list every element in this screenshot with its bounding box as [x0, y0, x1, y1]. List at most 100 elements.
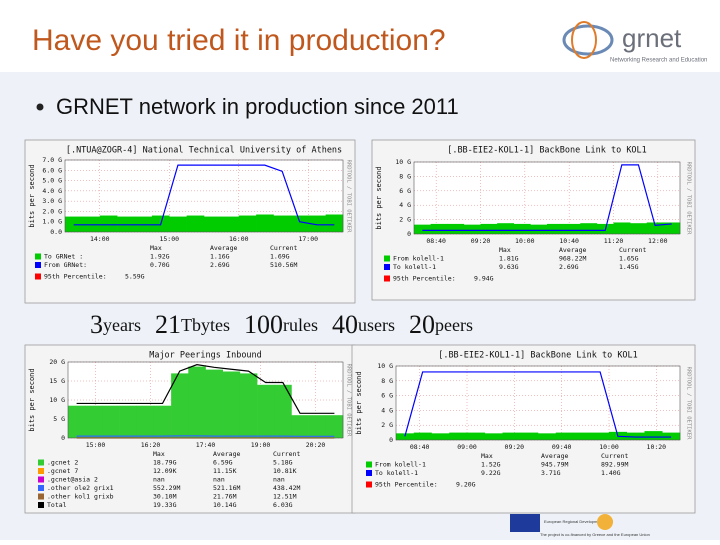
stat-number: 40: [332, 310, 358, 339]
legend-stat: 1.45G: [619, 263, 639, 271]
legend-stat: nan: [213, 476, 225, 484]
y-axis-label: bits per second: [375, 166, 383, 229]
area-segment: [564, 224, 581, 234]
legend-swatch: [366, 470, 372, 476]
area-segment: [154, 406, 171, 438]
percentile-value: 9.94G: [474, 275, 494, 283]
area-segment: [120, 406, 137, 438]
legend-swatch: [38, 477, 44, 483]
legend-stat: 2.69G: [210, 261, 230, 269]
x-tick-label: 17:40: [196, 441, 216, 449]
y-tick-label: 10 G: [377, 362, 393, 370]
area-segment: [256, 215, 274, 232]
legend-header: Max: [499, 246, 511, 254]
legend-swatch: [38, 460, 44, 466]
legend-name: Total: [47, 501, 67, 509]
y-tick-label: 4.0 G: [42, 187, 62, 195]
area-segment: [309, 415, 326, 438]
legend-stat: 892.99M: [601, 461, 628, 469]
area-segment: [497, 223, 514, 234]
legend-name: From kolell-1: [375, 461, 426, 469]
legend-swatch: [35, 274, 41, 280]
area-segment: [414, 225, 431, 234]
x-tick-label: 10:40: [559, 237, 579, 245]
area-segment: [481, 224, 498, 234]
area-segment: [556, 433, 574, 440]
area-segment: [204, 217, 222, 232]
legend-name: To kolell-1: [393, 263, 436, 271]
area-segment: [85, 406, 102, 438]
y-tick-label: 15 G: [49, 377, 65, 385]
legend-stat: 552.29M: [153, 484, 180, 492]
x-tick-label: 09:20: [505, 443, 525, 451]
y-tick-label: 0: [61, 434, 65, 442]
legend-swatch: [366, 462, 372, 468]
legend-swatch: [38, 468, 44, 474]
stat-unit: rules: [283, 315, 318, 335]
legend-stat: 510.56M: [270, 261, 297, 269]
stat-number: 20: [409, 310, 435, 339]
area-segment: [530, 225, 547, 234]
stat-unit: users: [358, 315, 395, 335]
y-tick-label: 6 G: [399, 187, 411, 195]
area-segment: [467, 433, 485, 440]
y-tick-label: 2 G: [381, 421, 393, 429]
area-segment: [591, 433, 609, 440]
legend-stat: 1.52G: [481, 461, 501, 469]
area-segment: [188, 367, 205, 438]
legend-stat: 945.79M: [541, 461, 568, 469]
legend-stat: 3.71G: [541, 469, 561, 477]
legend-header: Average: [559, 246, 586, 254]
graph-title: [.BB-EIE2-KOL1-1] BackBone Link to KOL1: [438, 351, 638, 361]
y-tick-label: 0.0: [50, 228, 62, 236]
y-tick-label: 6 G: [381, 392, 393, 400]
legend-header: Average: [210, 244, 237, 252]
legend-swatch: [384, 276, 390, 282]
logo-tagline: Networking Research and Education: [610, 58, 707, 64]
legend-stat: 2.69G: [559, 263, 579, 271]
area-segment: [137, 406, 154, 438]
x-tick-label: 10:00: [599, 443, 619, 451]
area-segment: [447, 224, 464, 234]
legend-stat: 19.33G: [153, 501, 177, 509]
y-tick-label: 5 G: [53, 415, 65, 423]
slide-title: Have you tried it in production?: [32, 24, 446, 57]
side-label: RRDTOOL / TOBI OETIKER: [346, 364, 352, 438]
stat-unit: Tbytes: [181, 315, 230, 335]
area-segment: [574, 433, 592, 440]
area-segment: [547, 224, 564, 234]
y-tick-label: 8 G: [399, 172, 411, 180]
legend-swatch: [384, 256, 390, 262]
side-label: RRDTOOL / TOBI OETIKER: [346, 160, 352, 234]
graph-panel: [.NTUA@ZOGR-4] National Technical Univer…: [25, 140, 355, 303]
y-tick-label: 5.0 G: [42, 177, 62, 185]
legend-swatch: [38, 494, 44, 500]
legend-stat: 12.09K: [153, 467, 177, 475]
percentile-label: 95th Percentile:: [44, 273, 107, 281]
legend-swatch: [38, 485, 44, 491]
area-segment: [449, 433, 467, 440]
legend-header: Max: [150, 244, 162, 252]
bullet-dot: [37, 104, 44, 111]
x-tick-label: 17:00: [298, 235, 318, 243]
x-tick-label: 19:00: [251, 441, 271, 449]
x-tick-label: 09:40: [552, 443, 572, 451]
legend-header: Current: [601, 452, 628, 460]
y-axis-label: bits per second: [28, 368, 36, 431]
legend-name: .gcnet 7: [47, 467, 78, 475]
area-segment: [630, 223, 647, 234]
area-segment: [240, 373, 257, 438]
legend-stat: 6.03G: [273, 501, 293, 509]
legend-header: Current: [270, 244, 297, 252]
logo-text: grnet: [622, 23, 682, 53]
legend-stat: 438.42M: [273, 484, 300, 492]
percentile-value: 9.20G: [456, 481, 476, 489]
x-tick-label: 16:00: [229, 235, 249, 243]
percentile-label: 95th Percentile:: [393, 275, 456, 283]
area-segment: [221, 217, 239, 232]
legend-stat: 968.22M: [559, 255, 586, 263]
legend-name: From kolell-1: [393, 255, 444, 263]
percentile-value: 5.59G: [125, 273, 145, 281]
